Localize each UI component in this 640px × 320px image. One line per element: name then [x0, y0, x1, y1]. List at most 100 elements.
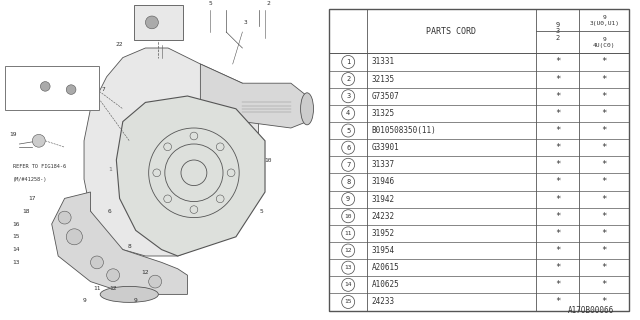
Text: *: * [555, 178, 560, 187]
Text: 4: 4 [346, 110, 350, 116]
Text: 15: 15 [344, 300, 352, 304]
Text: *: * [555, 92, 560, 101]
Text: *: * [555, 126, 560, 135]
Text: 14: 14 [12, 247, 20, 252]
Text: A17OB00066: A17OB00066 [568, 306, 614, 315]
Circle shape [67, 229, 83, 245]
Ellipse shape [100, 286, 158, 302]
Text: 5: 5 [346, 128, 350, 133]
Text: G33901: G33901 [372, 143, 399, 152]
Ellipse shape [301, 93, 314, 125]
Text: 13: 13 [344, 265, 352, 270]
Text: 24232: 24232 [372, 212, 395, 221]
Text: 4: 4 [179, 36, 183, 41]
Text: *: * [555, 109, 560, 118]
Text: 9: 9 [134, 298, 138, 303]
Text: A20615: A20615 [372, 263, 399, 272]
Text: *: * [602, 92, 607, 101]
Text: 32135: 32135 [372, 75, 395, 84]
Text: 12: 12 [109, 285, 117, 291]
Text: 6: 6 [346, 145, 350, 151]
Text: 12: 12 [344, 248, 352, 253]
Text: 11: 11 [344, 231, 352, 236]
Polygon shape [116, 96, 265, 256]
Polygon shape [200, 64, 307, 128]
Polygon shape [52, 192, 188, 294]
Text: 9
3(U0,U1): 9 3(U0,U1) [589, 15, 620, 26]
Text: 31942: 31942 [372, 195, 395, 204]
Text: B010508350(11): B010508350(11) [372, 126, 436, 135]
Text: *: * [602, 212, 607, 221]
Text: 31325: 31325 [372, 109, 395, 118]
Text: REFER TO FIG184-6: REFER TO FIG184-6 [13, 164, 66, 169]
Text: *: * [555, 143, 560, 152]
Text: 18: 18 [22, 209, 29, 214]
Circle shape [107, 269, 120, 282]
Text: 3: 3 [244, 20, 248, 25]
Text: 14: 14 [344, 282, 352, 287]
Text: 20  21: 20 21 [26, 74, 49, 79]
Text: 17: 17 [29, 196, 36, 201]
Text: 24233: 24233 [372, 298, 395, 307]
Text: 2: 2 [266, 1, 270, 6]
Text: 7: 7 [346, 162, 350, 168]
Text: 9: 9 [346, 196, 350, 202]
Text: 6: 6 [108, 209, 112, 214]
Text: 8: 8 [346, 179, 350, 185]
Text: 10: 10 [344, 214, 352, 219]
Text: *: * [555, 298, 560, 307]
Text: *: * [602, 280, 607, 289]
Text: *: * [555, 75, 560, 84]
Text: *: * [602, 75, 607, 84]
Text: 31952: 31952 [372, 229, 395, 238]
FancyBboxPatch shape [134, 5, 182, 40]
Text: *: * [555, 263, 560, 272]
Text: 1: 1 [346, 59, 350, 65]
Text: 9
3
2: 9 3 2 [556, 22, 559, 41]
Text: 31337: 31337 [372, 160, 395, 169]
Text: PARTS CORD: PARTS CORD [426, 27, 476, 36]
Text: *: * [602, 109, 607, 118]
Circle shape [90, 256, 104, 269]
Polygon shape [84, 48, 259, 256]
Text: 5: 5 [260, 209, 264, 214]
Text: (M/#41258-): (M/#41258-) [13, 177, 47, 182]
Text: 16: 16 [12, 221, 20, 227]
Text: *: * [602, 263, 607, 272]
Text: *: * [555, 160, 560, 169]
Text: *: * [602, 126, 607, 135]
Text: 5: 5 [208, 1, 212, 6]
Text: *: * [555, 58, 560, 67]
Circle shape [145, 16, 158, 29]
Circle shape [148, 275, 161, 288]
Text: *: * [602, 246, 607, 255]
Circle shape [40, 82, 50, 91]
Text: 12: 12 [141, 269, 149, 275]
Text: 10: 10 [264, 157, 272, 163]
Text: 15: 15 [12, 234, 20, 239]
Text: 8: 8 [127, 244, 131, 249]
Text: G73507: G73507 [372, 92, 399, 101]
Text: *: * [555, 229, 560, 238]
Text: 31954: 31954 [372, 246, 395, 255]
Text: *: * [555, 212, 560, 221]
Text: 31946: 31946 [372, 178, 395, 187]
FancyBboxPatch shape [5, 66, 99, 110]
Text: *: * [602, 195, 607, 204]
Text: 3: 3 [346, 93, 350, 99]
Text: A10625: A10625 [372, 280, 399, 289]
Text: *: * [602, 160, 607, 169]
Text: 7: 7 [102, 87, 106, 92]
Circle shape [32, 134, 45, 147]
Text: *: * [602, 229, 607, 238]
Text: 1: 1 [108, 167, 112, 172]
Text: 9: 9 [82, 298, 86, 303]
Text: 22: 22 [116, 42, 124, 47]
Text: 19: 19 [9, 132, 17, 137]
Text: 13: 13 [12, 260, 20, 265]
Circle shape [67, 85, 76, 94]
Text: 31331: 31331 [372, 58, 395, 67]
Text: *: * [555, 280, 560, 289]
Text: 11: 11 [93, 285, 100, 291]
Text: *: * [602, 298, 607, 307]
